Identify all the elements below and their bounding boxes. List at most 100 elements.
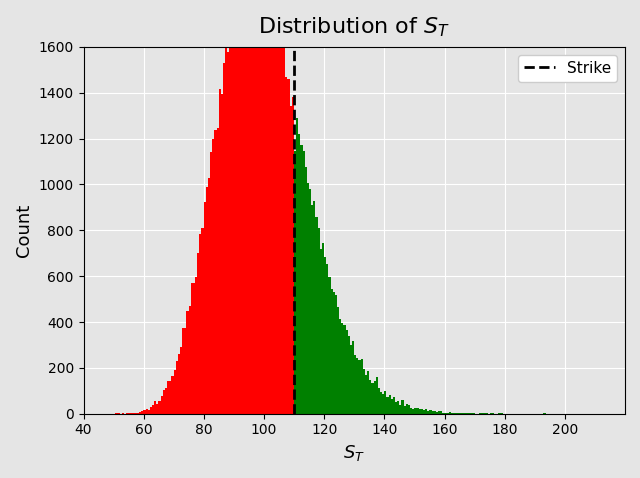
Bar (232, 35, 234, 414)
Bar (191, 283, 193, 414)
Bar (199, 234, 202, 414)
Bar (182, 328, 184, 414)
Bar (300, 145, 303, 414)
Bar (464, 413, 466, 414)
Bar (294, 396, 296, 414)
Bar (346, 329, 348, 414)
Bar (249, 0, 251, 414)
Bar (369, 380, 371, 414)
Bar (276, 30, 279, 414)
Bar (397, 402, 399, 414)
Bar (132, 413, 135, 414)
Bar (307, 183, 309, 414)
Bar (243, 0, 244, 414)
Bar (287, 79, 290, 414)
Bar (316, 217, 317, 414)
Bar (423, 410, 425, 414)
Bar (376, 377, 378, 414)
Bar (303, 151, 305, 414)
Bar (273, 9, 275, 414)
Bar (296, 118, 298, 414)
Bar (141, 412, 143, 414)
Bar (410, 408, 412, 414)
Bar (333, 292, 335, 414)
Bar (206, 187, 208, 414)
Bar (208, 178, 210, 414)
Bar (320, 250, 322, 414)
Bar (173, 370, 175, 414)
Bar (260, 0, 262, 414)
Bar (434, 411, 436, 414)
Bar (216, 128, 219, 414)
Bar (290, 107, 292, 414)
Bar (193, 283, 195, 414)
Bar (227, 52, 229, 414)
Bar (387, 397, 388, 414)
Bar (356, 358, 358, 414)
Bar (251, 0, 253, 414)
Bar (253, 0, 255, 414)
Bar (172, 376, 173, 414)
Bar (148, 410, 150, 414)
Bar (165, 388, 167, 414)
Bar (238, 0, 240, 414)
Y-axis label: Count: Count (15, 204, 33, 257)
Bar (388, 395, 391, 414)
Bar (262, 0, 264, 414)
Bar (159, 401, 161, 414)
Bar (371, 383, 374, 414)
Bar (285, 77, 287, 414)
Bar (412, 409, 414, 414)
Bar (365, 375, 367, 414)
Bar (283, 31, 285, 414)
Bar (292, 97, 294, 414)
Bar (341, 324, 344, 414)
Bar (354, 355, 356, 414)
Bar (419, 409, 421, 414)
Bar (380, 392, 382, 414)
Bar (395, 402, 397, 414)
Bar (184, 328, 186, 414)
Bar (322, 243, 324, 414)
Bar (408, 405, 410, 414)
Bar (449, 412, 451, 414)
Bar (135, 413, 137, 414)
Bar (393, 397, 395, 414)
Bar (305, 167, 307, 414)
Bar (156, 403, 159, 414)
Bar (374, 381, 376, 414)
Bar (268, 0, 270, 414)
Bar (178, 354, 180, 414)
Bar (167, 380, 169, 414)
Bar (154, 401, 156, 414)
Bar (438, 412, 440, 414)
Bar (406, 404, 408, 414)
Bar (195, 277, 197, 414)
Bar (472, 413, 475, 414)
Bar (330, 290, 333, 414)
Bar (344, 325, 346, 414)
Bar (234, 0, 236, 414)
Bar (204, 202, 206, 414)
Bar (447, 413, 449, 414)
Bar (382, 394, 384, 414)
Bar (229, 36, 232, 414)
Bar (214, 130, 216, 414)
Bar (225, 45, 227, 414)
Bar (270, 6, 273, 414)
Bar (314, 201, 316, 414)
Bar (266, 0, 268, 414)
Bar (236, 0, 238, 414)
Bar (404, 406, 406, 414)
Bar (352, 341, 354, 414)
Bar (445, 413, 447, 414)
Bar (399, 405, 401, 414)
Bar (421, 409, 423, 414)
Bar (358, 359, 360, 414)
Bar (431, 411, 434, 414)
Bar (458, 413, 460, 414)
Bar (257, 0, 260, 414)
Bar (324, 257, 326, 414)
Bar (240, 0, 243, 414)
Bar (311, 205, 314, 414)
